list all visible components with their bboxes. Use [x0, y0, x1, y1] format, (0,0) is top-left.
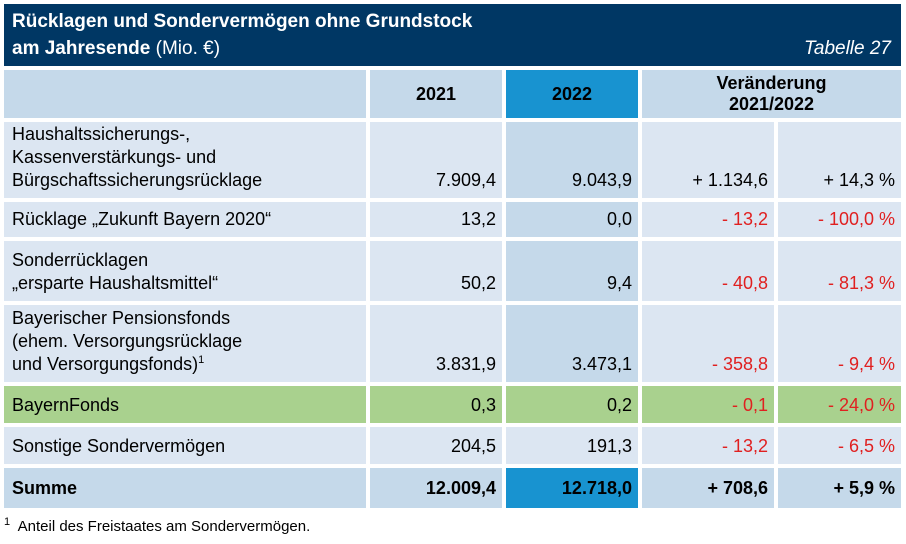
- change-percent: - 6,5 %: [778, 427, 901, 464]
- row-label-text: und Versorgungsfonds): [12, 354, 199, 374]
- value-2021: 204,5: [370, 427, 502, 464]
- table-row: Sonstige Sondervermögen 204,5 191,3 - 13…: [4, 427, 901, 464]
- row-label-line: (ehem. Versorgungsrücklage: [12, 331, 243, 351]
- change-absolute: - 40,8: [642, 241, 774, 301]
- header-blank-cell: [4, 70, 366, 118]
- value-2022: 0,2: [506, 386, 638, 423]
- value-2021: 3.831,9: [370, 305, 502, 382]
- change-absolute: + 1.134,6: [642, 122, 774, 198]
- change-absolute: - 0,1: [642, 386, 774, 423]
- value-2022: 9.043,9: [506, 122, 638, 198]
- value-2021: 0,3: [370, 386, 502, 423]
- footnote: 1 Anteil des Freistaates am Sondervermög…: [4, 516, 311, 536]
- sum-2022: 12.718,0: [506, 468, 638, 508]
- value-2021: 13,2: [370, 202, 502, 237]
- change-absolute: - 13,2: [642, 427, 774, 464]
- table-title: Rücklagen und Sondervermögen ohne Grunds…: [12, 11, 473, 32]
- column-header-row: 2021 2022 Veränderung 2021/2022: [4, 70, 901, 118]
- table-row: Haushaltssicherungs-, Kassenverstärkungs…: [4, 122, 901, 198]
- change-absolute: - 13,2: [642, 202, 774, 237]
- row-label: Haushaltssicherungs-, Kassenverstärkungs…: [4, 122, 366, 198]
- footnote-mark: 1: [4, 516, 11, 528]
- change-absolute: - 358,8: [642, 305, 774, 382]
- row-label: Bayerischer Pensionsfonds (ehem. Versorg…: [4, 305, 366, 382]
- row-label-line: „ersparte Haushaltsmittel“: [12, 273, 219, 293]
- sum-row: Summe 12.009,4 12.718,0 + 708,6 + 5,9 %: [4, 468, 901, 508]
- value-2022: 3.473,1: [506, 305, 638, 382]
- value-2021: 7.909,4: [370, 122, 502, 198]
- change-percent: - 24,0 %: [778, 386, 901, 423]
- row-label-line: Sonderrücklagen: [12, 250, 149, 270]
- row-label: Sonstige Sondervermögen: [4, 427, 366, 464]
- change-label-line2: 2021/2022: [728, 94, 815, 114]
- value-2021: 50,2: [370, 241, 502, 301]
- col-header-2021: 2021: [370, 70, 502, 118]
- row-label: Sonderrücklagen „ersparte Haushaltsmitte…: [4, 241, 366, 301]
- value-2022: 9,4: [506, 241, 638, 301]
- row-label-line: Haushaltssicherungs-,: [12, 124, 191, 144]
- subtitle-unit: (Mio. €): [150, 38, 221, 59]
- sum-2021: 12.009,4: [370, 468, 502, 508]
- footnote-marker: 1: [198, 354, 205, 366]
- table-row: Bayerischer Pensionsfonds (ehem. Versorg…: [4, 305, 901, 382]
- table-row: Sonderrücklagen „ersparte Haushaltsmitte…: [4, 241, 901, 301]
- change-label-line1: Veränderung: [716, 73, 827, 93]
- value-2022: 0,0: [506, 202, 638, 237]
- sum-change-percent: + 5,9 %: [778, 468, 901, 508]
- table-header-bar: Rücklagen und Sondervermögen ohne Grunds…: [4, 4, 901, 66]
- table-subtitle: am Jahresende (Mio. €): [12, 38, 220, 60]
- row-label: Rücklage „Zukunft Bayern 2020“: [4, 202, 366, 237]
- change-percent: - 81,3 %: [778, 241, 901, 301]
- row-label-line: Bayerischer Pensionsfonds: [12, 308, 231, 328]
- change-percent: + 14,3 %: [778, 122, 901, 198]
- row-label-line: Kassenverstärkungs- und: [12, 147, 217, 167]
- row-label-line: und Versorgungsfonds)1: [12, 353, 242, 376]
- table-row-highlighted: BayernFonds 0,3 0,2 - 0,1 - 24,0 %: [4, 386, 901, 423]
- table-row: Rücklage „Zukunft Bayern 2020“ 13,2 0,0 …: [4, 202, 901, 237]
- change-percent: - 100,0 %: [778, 202, 901, 237]
- subtitle-bold: am Jahresende: [12, 38, 151, 59]
- sum-change-absolute: + 708,6: [642, 468, 774, 508]
- col-header-change: Veränderung 2021/2022: [642, 70, 901, 118]
- row-label: BayernFonds: [4, 386, 366, 423]
- row-label-line: Bürgschaftssicherungsrücklage: [12, 170, 263, 190]
- change-percent: - 9,4 %: [778, 305, 901, 382]
- sum-label: Summe: [4, 468, 366, 508]
- value-2022: 191,3: [506, 427, 638, 464]
- table-number: Tabelle 27: [804, 38, 891, 59]
- col-header-2022: 2022: [506, 70, 638, 118]
- footnote-text: Anteil des Freistaates am Sondervermögen…: [17, 518, 311, 535]
